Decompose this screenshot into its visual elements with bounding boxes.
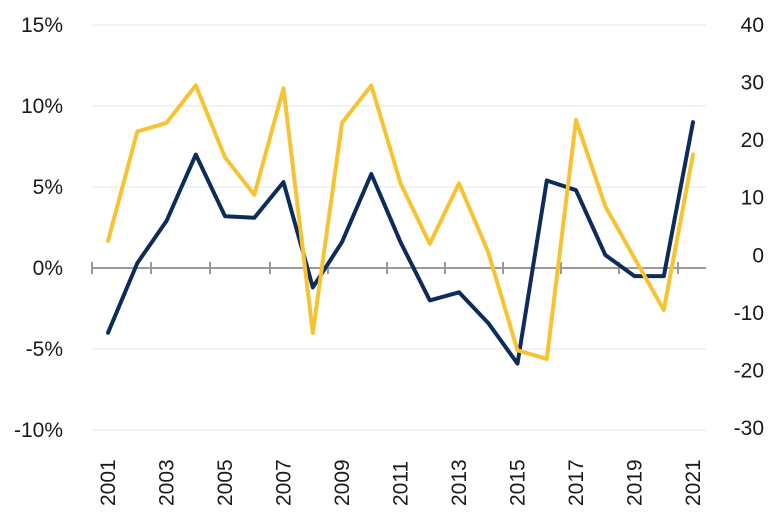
x-axis-tick-label: 2011 bbox=[390, 461, 413, 506]
x-axis-tick-label: 2021 bbox=[682, 459, 705, 506]
x-axis-tick-label: 2009 bbox=[331, 459, 354, 506]
left-axis-tick-label: -5% bbox=[26, 338, 63, 361]
right-axis-tick-label: 0 bbox=[752, 244, 764, 267]
right-axis-tick-label: -30 bbox=[734, 417, 764, 440]
x-axis-tick-label: 2019 bbox=[624, 459, 647, 506]
right-axis-tick-label: 20 bbox=[741, 129, 764, 152]
x-axis-tick-label: 2001 bbox=[97, 459, 120, 506]
left-axis-tick-label: -10% bbox=[14, 419, 63, 442]
series-line-left bbox=[106, 120, 695, 366]
x-axis-tick-label: 2007 bbox=[273, 459, 296, 506]
x-axis-tick-label: 2003 bbox=[156, 459, 179, 506]
tick-labels: 15% 10% 5% 0% -5% -10% 40 30 20 10 0 -10 -20 -30 2001 2… bbox=[14, 14, 764, 506]
gridlines bbox=[92, 24, 706, 431]
right-axis-tick-label: 40 bbox=[741, 14, 764, 37]
series-line-right bbox=[106, 83, 695, 361]
series-lines bbox=[106, 83, 695, 366]
left-axis-tick-label: 10% bbox=[21, 95, 63, 118]
zero-axis bbox=[91, 262, 706, 274]
left-axis-tick-label: 15% bbox=[21, 14, 63, 37]
right-axis-tick-label: -10 bbox=[734, 302, 764, 325]
x-axis-tick-label: 2013 bbox=[448, 459, 471, 506]
x-axis-tick-label: 2005 bbox=[214, 459, 237, 506]
right-axis-tick-label: 10 bbox=[741, 187, 764, 210]
x-axis-tick-label: 2017 bbox=[565, 459, 588, 506]
right-axis-tick-label: -20 bbox=[734, 359, 764, 382]
x-axis-tick-label: 2015 bbox=[507, 459, 530, 506]
right-axis-tick-label: 30 bbox=[741, 72, 764, 95]
left-axis-tick-label: 5% bbox=[33, 176, 63, 199]
left-axis-tick-label: 0% bbox=[33, 257, 63, 280]
